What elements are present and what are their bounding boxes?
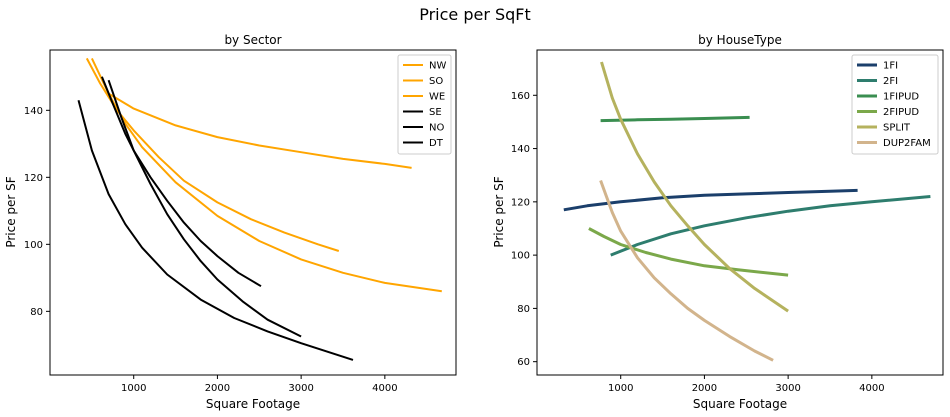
series-line-dt (77, 100, 354, 361)
y-tick-label: 120 (511, 197, 530, 208)
axes-frame-by-housetype (536, 49, 944, 376)
legend-label-2fi: 2FI (883, 76, 898, 87)
series-line-split (600, 61, 789, 313)
axes-frame-by-sector (49, 49, 457, 376)
x-axis-label-by-housetype: Square Footage (693, 397, 787, 411)
legend-label-1fipud: 1FIPUD (883, 92, 919, 103)
y-tick-label: 60 (517, 357, 530, 368)
plot-area-by-sector (77, 57, 442, 361)
series-line-1fi (563, 188, 858, 212)
y-axis-by-sector: 80 100 120 140 (24, 106, 50, 318)
series-line-2fi (610, 195, 931, 257)
x-axis-by-housetype: 1000 2000 3000 4000 (608, 375, 885, 394)
plot-area-by-housetype (563, 61, 931, 362)
x-tick-label: 2000 (692, 383, 717, 394)
legend-by-housetype: 1FI 2FI 1FIPUD 2FIPUD SPLIT DUP2FAM (851, 54, 939, 155)
legend-label-we: WE (429, 92, 445, 103)
x-tick-label: 4000 (372, 383, 397, 394)
x-axis-label-by-sector: Square Footage (206, 397, 300, 411)
x-tick-label: 3000 (775, 383, 800, 394)
y-tick-label: 80 (517, 304, 530, 315)
legend-label-se: SE (429, 107, 442, 118)
legend-label-no: NO (429, 123, 444, 134)
series-line-nw (108, 92, 412, 169)
y-tick-label: 100 (511, 251, 530, 262)
y-tick-label: 140 (511, 144, 530, 155)
legend-by-sector: NW SO WE SE NO DT (397, 54, 452, 155)
y-axis-by-housetype: 60 80 100 120 140 160 (511, 91, 537, 368)
y-tick-label: 120 (24, 173, 43, 184)
series-line-no (107, 79, 302, 338)
chart-title-by-housetype: by HouseType (698, 33, 782, 47)
y-tick-label: 80 (30, 307, 43, 318)
y-axis-label-by-sector: Price per SF (4, 176, 18, 247)
figure-title: Price per SqFt (419, 5, 531, 24)
legend-label-so: SO (429, 76, 443, 87)
series-line-se (100, 76, 262, 288)
legend-label-dup2fam: DUP2FAM (883, 138, 931, 149)
x-tick-label: 1000 (121, 383, 146, 394)
series-line-dup2fam (599, 179, 774, 362)
chart-by-housetype: by HouseType 1000 2000 3000 4000 60 80 100 120… (492, 33, 944, 411)
legend-label-nw: NW (429, 61, 446, 72)
x-axis-by-sector: 1000 2000 3000 4000 (121, 375, 398, 394)
x-tick-label: 4000 (859, 383, 884, 394)
y-tick-label: 100 (24, 240, 43, 251)
y-axis-label-by-housetype: Price per SF (492, 176, 506, 247)
chart-by-sector: by Sector 1000 2000 3000 4000 80 100 120 140 S… (4, 33, 457, 411)
legend-label-2fipud: 2FIPUD (883, 107, 919, 118)
y-tick-label: 160 (511, 91, 530, 102)
series-line-1fipud (600, 115, 750, 123)
x-tick-label: 3000 (288, 383, 313, 394)
x-tick-label: 2000 (205, 383, 230, 394)
legend-label-1fi: 1FI (883, 61, 898, 72)
y-tick-label: 140 (24, 106, 43, 117)
x-tick-label: 1000 (608, 383, 633, 394)
legend-label-dt: DT (429, 138, 444, 149)
legend-label-split: SPLIT (883, 123, 911, 134)
chart-title-by-sector: by Sector (224, 33, 281, 47)
